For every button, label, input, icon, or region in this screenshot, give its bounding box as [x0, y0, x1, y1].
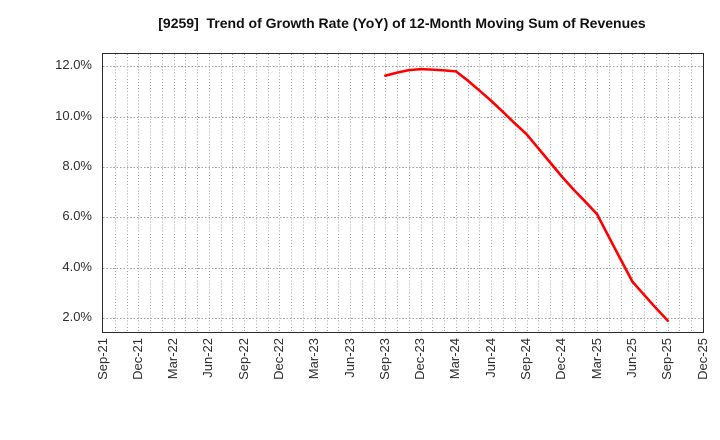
series-line — [384, 67, 670, 322]
x-tick-label: Dec-22 — [270, 338, 286, 380]
y-tick-label: 10.0% — [55, 107, 92, 123]
horizontal-gridlines — [103, 66, 703, 319]
chart-title: [9259] Trend of Growth Rate (YoY) of 12-… — [158, 15, 646, 31]
x-tick-label: Jun-25 — [623, 338, 639, 378]
x-tick-label: Mar-24 — [447, 338, 463, 380]
y-tick-label: 12.0% — [55, 57, 92, 73]
x-tick-label: Sep-22 — [235, 338, 251, 380]
x-tick-label: Jun-22 — [200, 338, 216, 378]
x-tick-label: Dec-23 — [412, 338, 428, 380]
x-tick-label: Dec-21 — [129, 338, 145, 380]
x-tick-label: Sep-24 — [518, 338, 534, 380]
x-tick-label: Mar-23 — [306, 338, 322, 380]
x-tick-label: Mar-22 — [165, 338, 181, 380]
plot-area — [102, 53, 704, 333]
x-tick-label: Jun-24 — [482, 338, 498, 378]
vertical-gridlines — [115, 54, 692, 332]
x-tick-label: Dec-25 — [694, 338, 710, 380]
y-tick-label: 4.0% — [62, 258, 92, 274]
x-tick-label: Sep-25 — [659, 338, 675, 380]
x-tick-label: Jun-23 — [341, 338, 357, 378]
x-tick-label: Sep-21 — [94, 338, 110, 380]
x-tick-label: Sep-23 — [376, 338, 392, 380]
y-tick-label: 8.0% — [62, 157, 92, 173]
y-tick-label: 6.0% — [62, 208, 92, 224]
y-tick-label: 2.0% — [62, 309, 92, 325]
line-chart-svg — [103, 54, 703, 332]
x-tick-label: Mar-25 — [588, 338, 604, 380]
x-tick-label: Dec-24 — [553, 338, 569, 380]
